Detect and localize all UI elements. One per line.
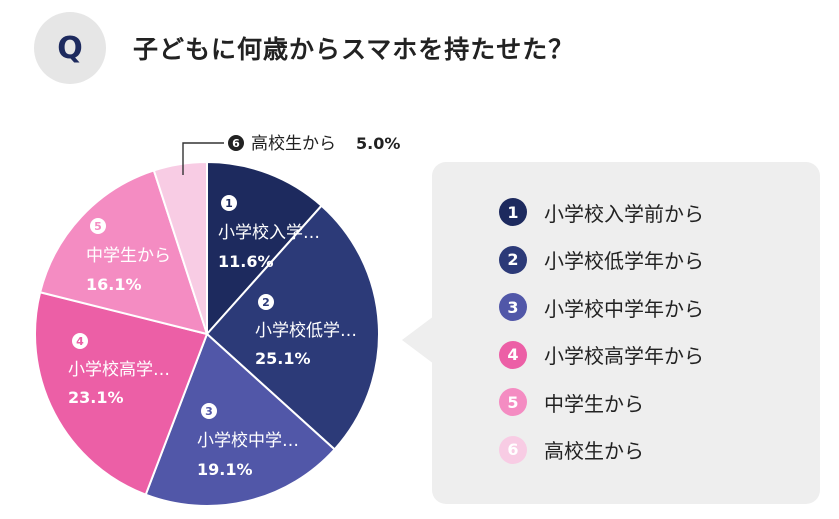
legend-item-2: 2 小学校低学年から xyxy=(499,245,704,274)
legend-label: 中学生から xyxy=(544,391,644,416)
slice-5-value: 16.1% xyxy=(86,275,142,294)
slice-5-label: 中学生から xyxy=(86,246,171,266)
slice-1-label: 小学校入学… xyxy=(218,223,320,243)
legend-label: 高校生から xyxy=(544,439,644,464)
svg-text:5: 5 xyxy=(94,220,102,233)
legend-number-badge: 4 xyxy=(499,340,527,369)
legend-item-3: 3 小学校中学年から xyxy=(499,293,704,322)
legend-item-1: 1 小学校入学前から xyxy=(499,198,704,226)
slice-2-label: 小学校低学… xyxy=(255,321,357,341)
svg-text:1: 1 xyxy=(225,197,233,210)
legend-number-badge: 6 xyxy=(499,435,527,464)
legend-number-badge: 3 xyxy=(499,293,527,322)
pie-slice-2 xyxy=(205,204,380,451)
question-title: 子どもに何歳からスマホを持たせた？ xyxy=(133,35,575,64)
question-badge: Q xyxy=(34,12,106,84)
legend-number-badge: 1 xyxy=(499,198,527,226)
slice-3-badge: 3 xyxy=(201,403,217,419)
legend-pointer xyxy=(402,316,434,364)
legend-number-badge: 5 xyxy=(499,388,527,417)
slice-6-leader-line xyxy=(182,142,224,175)
legend-item-5: 5 中学生から xyxy=(499,388,704,417)
legend-label: 小学校中学年から xyxy=(544,296,704,321)
question-badge-letter: Q xyxy=(57,30,83,66)
svg-text:2: 2 xyxy=(262,296,270,309)
legend-label: 小学校高学年から xyxy=(544,344,704,369)
slice-6-badge: 6 xyxy=(228,135,244,151)
legend-panel xyxy=(432,162,820,504)
legend-label: 小学校入学前から xyxy=(544,201,704,226)
legend-number-badge: 2 xyxy=(499,245,527,274)
legend-item-6: 6 高校生から xyxy=(499,435,704,464)
slice-6-value: 5.0% xyxy=(356,134,400,153)
legend: 1 小学校入学前から 2 小学校低学年から 3 小学校中学年から 4 小学校高学年から 5 中学生… xyxy=(499,198,704,484)
slice-3-label: 小学校中学… xyxy=(197,431,299,451)
slice-1-value: 11.6% xyxy=(218,252,274,271)
pie-slice-5 xyxy=(38,169,209,336)
slice-1-badge: 1 xyxy=(221,195,237,211)
slice-2-value: 25.1% xyxy=(255,349,311,368)
svg-text:6: 6 xyxy=(232,137,240,150)
slice-5-badge: 5 xyxy=(90,218,106,234)
svg-text:4: 4 xyxy=(76,335,84,348)
slice-2-badge: 2 xyxy=(258,294,274,310)
slice-3-value: 19.1% xyxy=(197,460,253,479)
slice-6-label: 高校生から xyxy=(251,134,336,154)
legend-item-4: 4 小学校高学年から xyxy=(499,340,704,369)
legend-label: 小学校低学年から xyxy=(544,249,704,274)
svg-text:3: 3 xyxy=(205,405,213,418)
pie-slice-6 xyxy=(152,160,208,335)
slice-4-label: 小学校高学… xyxy=(68,360,170,380)
slice-4-value: 23.1% xyxy=(68,388,124,407)
pie-slice-3 xyxy=(144,332,336,507)
slice-4-badge: 4 xyxy=(72,333,88,349)
